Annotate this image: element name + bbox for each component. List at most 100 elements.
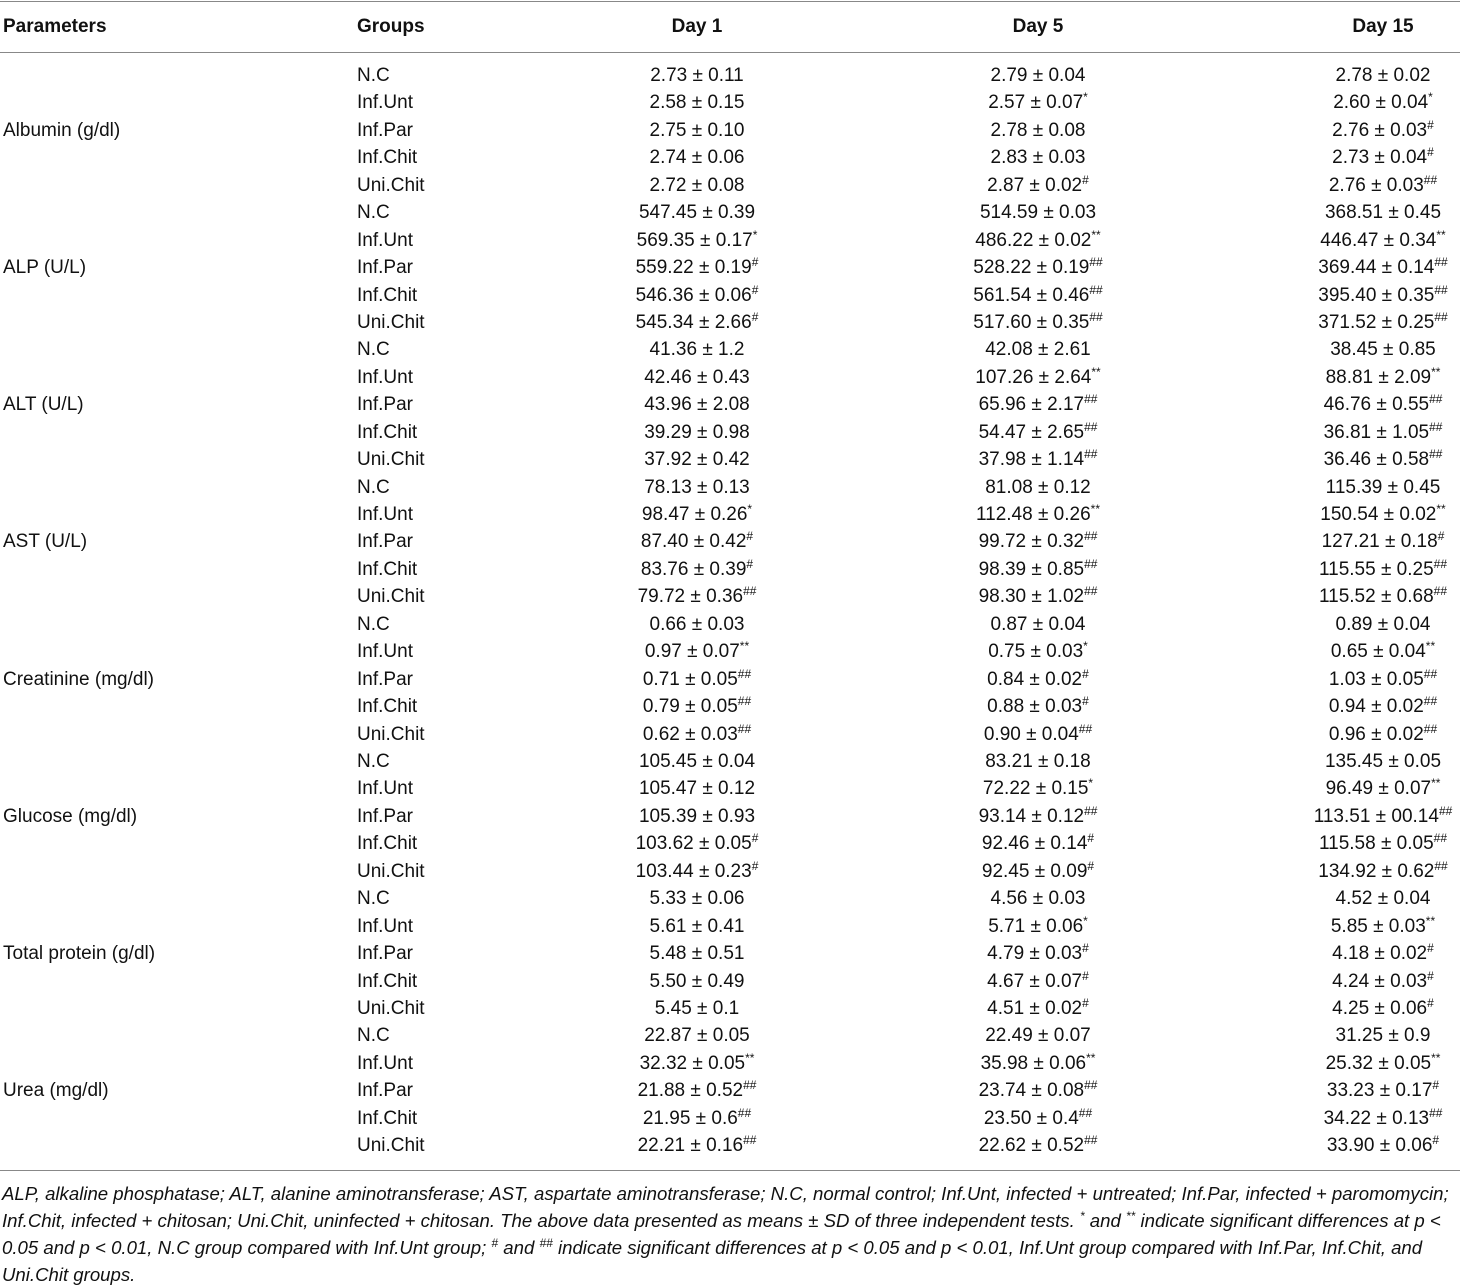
value-text: 0.90 ± 0.04: [983, 723, 1079, 745]
significance-mark: #: [1087, 858, 1095, 873]
value-cell: 5.33 ± 0.06: [649, 888, 745, 910]
value-text: 2.60 ± 0.04: [1333, 92, 1429, 114]
significance-mark: ##: [737, 1105, 752, 1120]
significance-mark: ##: [1084, 803, 1098, 818]
value-cell: 4.52 ± 0.04: [1335, 888, 1431, 910]
value-cell: 395.40 ± 0.35##: [1233, 282, 1460, 309]
value-cell: 5.50 ± 0.49: [649, 970, 745, 992]
group-label: Uni.Chit: [357, 449, 425, 471]
value-text: 22.21 ± 0.16: [637, 1135, 744, 1157]
value-cell: 561.54 ± 0.46##: [888, 282, 1188, 309]
group-label: Inf.Unt: [357, 641, 413, 663]
bottom-rule: [0, 1170, 1460, 1171]
value-text: 37.98 ± 1.14: [978, 449, 1085, 471]
significance-mark: **: [1431, 776, 1441, 791]
value-cell: 2.73 ± 0.11: [650, 65, 744, 86]
group-label: Inf.Chit: [357, 284, 418, 306]
significance-mark: **: [1431, 364, 1441, 379]
value-text: 21.88 ± 0.52: [637, 1080, 744, 1102]
significance-mark: #: [751, 831, 759, 846]
value-cell: 23.50 ± 0.4##: [888, 1105, 1188, 1132]
value-cell: 2.78 ± 0.02: [1335, 65, 1431, 86]
value-text: 79.72 ± 0.36: [637, 586, 744, 608]
value-cell: 107.26 ± 2.64**: [888, 364, 1188, 391]
significance-mark: **: [1431, 1050, 1441, 1065]
significance-mark: ##: [1089, 309, 1103, 324]
value-text: 23.74 ± 0.08: [978, 1080, 1085, 1102]
group-label: N.C: [357, 888, 390, 910]
value-text: 4.25 ± 0.06: [1332, 997, 1428, 1019]
significance-mark: ##: [1433, 556, 1448, 571]
value-cell: 2.60 ± 0.04*: [1233, 89, 1460, 116]
value-cell: 2.76 ± 0.03##: [1233, 172, 1460, 199]
value-cell: 2.58 ± 0.15: [649, 92, 745, 114]
value-text: 23.50 ± 0.4: [983, 1107, 1079, 1129]
significance-mark: ##: [1434, 282, 1448, 297]
value-cell: 22.21 ± 0.16##: [547, 1132, 847, 1159]
significance-mark: #: [1082, 666, 1089, 681]
value-text: 92.45 ± 0.09: [981, 860, 1088, 882]
value-text: 99.72 ± 0.32: [978, 531, 1085, 553]
column-header: Groups: [357, 16, 425, 37]
value-cell: 105.45 ± 0.04: [638, 751, 756, 772]
value-cell: 2.76 ± 0.03#: [1233, 117, 1460, 144]
value-cell: 134.92 ± 0.62##: [1233, 858, 1460, 885]
value-cell: 78.13 ± 0.13: [644, 476, 750, 498]
value-text: 115.58 ± 0.05: [1318, 833, 1434, 855]
footnote: ALP, alkaline phosphatase; ALT, alanine …: [2, 1180, 1454, 1288]
group-label: Inf.Unt: [357, 778, 413, 800]
value-text: 545.34 ± 2.66: [635, 311, 752, 333]
group-label: Inf.Par: [357, 257, 413, 279]
significance-mark: ##: [1084, 447, 1098, 462]
value-text: 446.47 ± 0.34: [1320, 229, 1437, 251]
significance-mark: ##: [1423, 694, 1438, 709]
significance-mark: **: [1436, 227, 1446, 242]
value-cell: 0.97 ± 0.07**: [547, 638, 847, 665]
parameter-label: AST (U/L): [3, 531, 88, 553]
value-cell: 92.45 ± 0.09#: [888, 858, 1188, 885]
group-label: Inf.Unt: [357, 504, 413, 526]
value-cell: 21.88 ± 0.52##: [547, 1077, 847, 1104]
value-text: 103.44 ± 0.23: [635, 860, 752, 882]
significance-mark: ##: [1429, 419, 1443, 434]
value-cell: 93.14 ± 0.12##: [888, 803, 1188, 830]
significance-mark: ##: [743, 1078, 757, 1093]
footnote-mark: *: [1079, 1209, 1085, 1223]
significance-mark: ##: [737, 694, 752, 709]
significance-mark: *: [1083, 639, 1088, 654]
group-label: Inf.Chit: [357, 833, 418, 855]
value-text: 113.51 ± 00.14: [1313, 805, 1439, 827]
significance-mark: ##: [1084, 584, 1098, 599]
significance-mark: ##: [743, 584, 757, 599]
value-text: 395.40 ± 0.35: [1318, 284, 1435, 306]
parameter-label: ALT (U/L): [3, 394, 84, 416]
significance-mark: #: [751, 309, 759, 324]
group-label: Inf.Par: [357, 531, 413, 553]
value-text: 0.62 ± 0.03: [642, 723, 738, 745]
group-label: Inf.Unt: [357, 92, 413, 114]
value-cell: 2.74 ± 0.06: [649, 147, 745, 169]
value-cell: 2.79 ± 0.04: [990, 65, 1086, 86]
significance-mark: ##: [1423, 721, 1438, 736]
group-label: Inf.Par: [357, 1080, 413, 1102]
significance-mark: #: [1427, 968, 1434, 983]
value-cell: 371.52 ± 0.25##: [1233, 309, 1460, 336]
significance-mark: **: [1425, 639, 1436, 654]
value-text: 0.96 ± 0.02: [1328, 723, 1424, 745]
significance-mark: **: [1425, 913, 1436, 928]
value-cell: 36.81 ± 1.05##: [1233, 419, 1460, 446]
significance-mark: ##: [1438, 803, 1453, 818]
value-cell: 517.60 ± 0.35##: [888, 309, 1188, 336]
value-cell: 87.40 ± 0.42#: [547, 528, 847, 555]
significance-mark: ##: [1084, 392, 1098, 407]
value-text: 54.47 ± 2.65: [978, 421, 1085, 443]
significance-mark: #: [1082, 941, 1089, 956]
value-text: 112.48 ± 0.26: [975, 504, 1091, 526]
group-label: Inf.Chit: [357, 147, 418, 169]
significance-mark: #: [746, 529, 754, 544]
value-cell: 22.87 ± 0.05: [644, 1025, 750, 1047]
group-label: Inf.Chit: [357, 421, 418, 443]
group-label: Uni.Chit: [357, 723, 425, 745]
value-cell: 569.35 ± 0.17*: [547, 227, 847, 254]
group-label: Inf.Par: [357, 119, 413, 141]
